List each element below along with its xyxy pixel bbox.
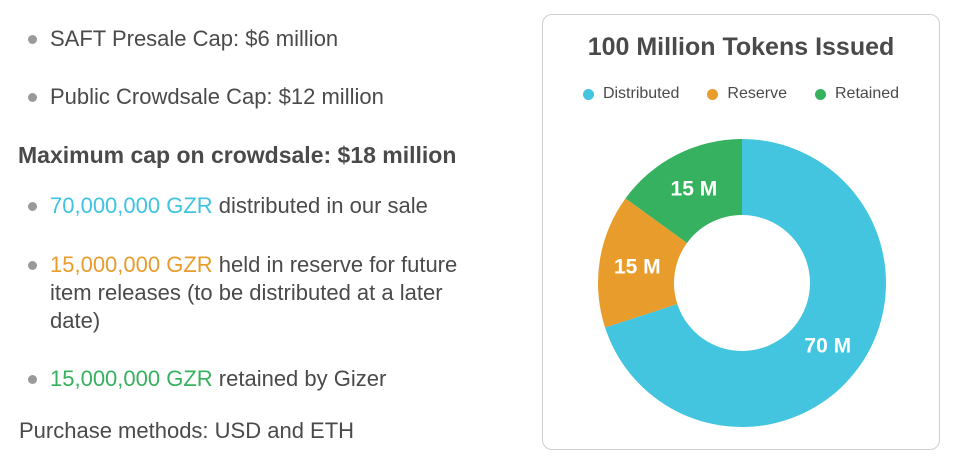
distributed-text: 70,000,000 GZR distributed in our sale (50, 192, 428, 220)
saft-cap-text: SAFT Presale Cap: $6 million (50, 26, 339, 51)
list-item: 15,000,000 GZR retained by Gizer (28, 365, 386, 393)
reserve-desc: held in reserve for future (212, 252, 458, 277)
legend-item-distributed: Distributed (582, 85, 680, 103)
legend-swatch (707, 88, 719, 100)
bullet-dot (28, 202, 37, 211)
reserve-amount: 15,000,000 GZR (50, 252, 213, 277)
chart-legend: Distributed Reserve Retained (543, 85, 939, 103)
max-cap-heading: Maximum cap on crowdsale: $18 million (18, 142, 457, 168)
slice-data-label: 15 M (671, 178, 718, 201)
slice-data-label: 15 M (614, 255, 661, 278)
bullet-dot (28, 261, 37, 270)
reserve-desc-line3: date) (50, 308, 101, 333)
list-item: 70,000,000 GZR distributed in our sale (28, 192, 428, 220)
slice-retained (625, 139, 742, 244)
bullet-dot (28, 93, 37, 102)
token-chart-card: 100 Million Tokens Issued Distributed Re… (542, 14, 940, 450)
chart-title: 100 Million Tokens Issued (587, 33, 895, 61)
slice-distributed (605, 139, 886, 427)
list-item: Public Crowdsale Cap: $12 million (28, 83, 384, 111)
bullet-dot (28, 35, 37, 44)
bullet-dot (28, 375, 37, 384)
distributed-desc: distributed in our sale (212, 193, 428, 218)
distributed-amount: 70,000,000 GZR (50, 193, 213, 218)
legend-item-retained: Retained (815, 85, 899, 103)
slice-reserve (598, 198, 687, 328)
retained-amount: 15,000,000 GZR (50, 366, 213, 391)
list-item: 15,000,000 GZR held in reserve for futur… (28, 251, 457, 335)
legend-item-reserve: Reserve (707, 85, 787, 103)
legend-swatch (582, 88, 594, 100)
legend-label: Retained (835, 85, 900, 102)
donut-chart: 70 M 15 M 15 M (598, 139, 886, 427)
legend-label: Reserve (727, 85, 787, 102)
retained-desc: retained by Gizer (212, 366, 387, 391)
slice-data-label: 70 M (804, 334, 851, 357)
legend-label: Distributed (602, 85, 680, 102)
purchase-methods: Purchase methods: USD and ETH (19, 418, 355, 443)
list-item: SAFT Presale Cap: $6 million (28, 25, 338, 53)
public-cap-text: Public Crowdsale Cap: $12 million (50, 84, 384, 109)
reserve-desc-line2: item releases (to be distributed at a la… (50, 280, 443, 305)
token-info-panel: SAFT Presale Cap: $6 million Public Crow… (18, 25, 457, 443)
reserve-text: 15,000,000 GZR held in reserve for futur… (50, 251, 457, 335)
legend-swatch (815, 88, 826, 100)
retained-text: 15,000,000 GZR retained by Gizer (50, 365, 386, 393)
